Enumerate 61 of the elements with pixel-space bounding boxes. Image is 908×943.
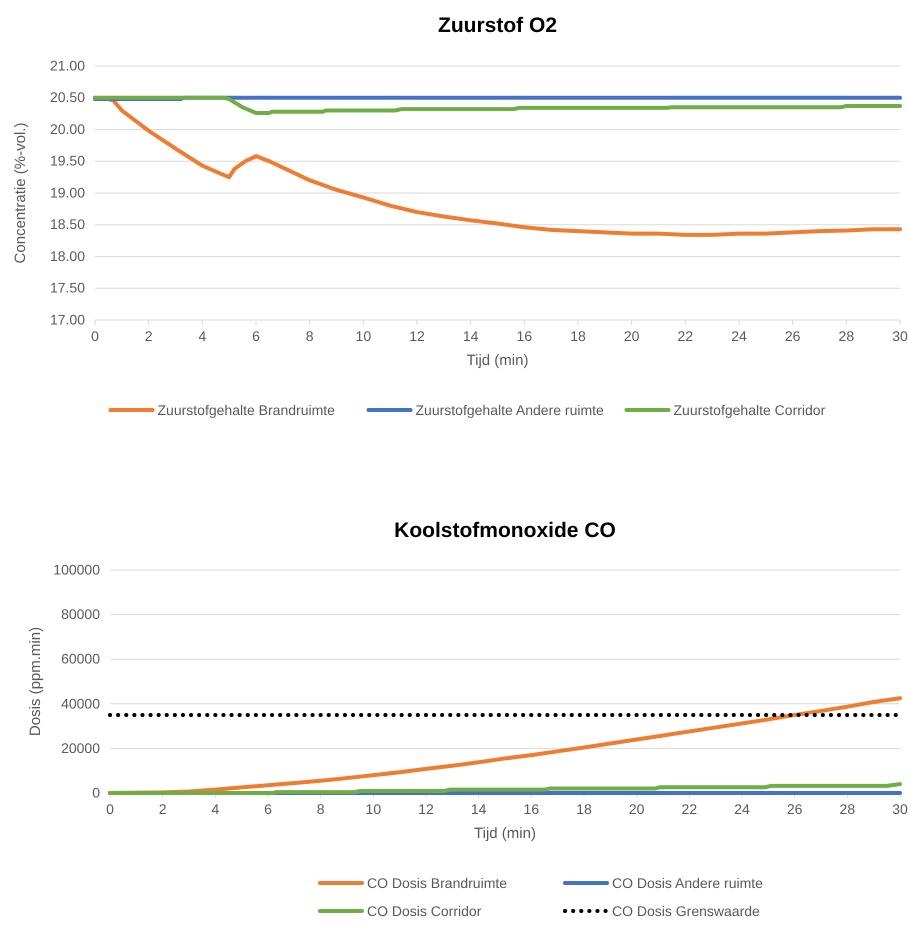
x-tick-label: 6	[252, 328, 260, 344]
x-tick-label: 8	[306, 328, 314, 344]
x-tick-label: 24	[734, 800, 750, 817]
x-tick-label: 14	[470, 800, 487, 817]
y-tick-label: 17.50	[50, 280, 86, 296]
x-tick-label: 24	[731, 328, 747, 344]
y-tick-label: 100000	[53, 561, 100, 578]
x-tick-label: 10	[366, 800, 382, 817]
x-tick-label: 10	[356, 328, 372, 344]
x-tick-label: 30	[892, 328, 908, 344]
x-tick-label: 22	[678, 328, 694, 344]
x-tick-label: 0	[106, 800, 114, 817]
x-tick-label: 4	[198, 328, 206, 344]
y-axis-title: Dosis (ppm.min)	[27, 626, 44, 736]
legend-label: Zuurstofgehalte Corridor	[674, 402, 826, 418]
y-tick-label: 60000	[61, 650, 100, 667]
line-series	[93, 96, 902, 115]
y-tick-label: 17.00	[50, 311, 86, 328]
legend-label: Zuurstofgehalte Andere ruimte	[416, 402, 604, 418]
x-tick-label: 18	[576, 800, 592, 817]
legend-label: CO Dosis Grenswaarde	[612, 903, 760, 919]
x-tick-label: 28	[838, 328, 854, 344]
y-tick-label: 19.00	[50, 184, 86, 200]
y-axis-title: Concentratie (%-vol.)	[12, 122, 29, 264]
chart-title: Koolstofmonoxide CO	[394, 519, 616, 542]
x-tick-label: 16	[524, 800, 540, 817]
y-tick-label: 18.50	[50, 216, 86, 232]
y-tick-label: 20.00	[50, 120, 86, 137]
x-tick-label: 26	[786, 800, 803, 817]
x-tick-label: 30	[892, 800, 908, 817]
y-tick-label: 19.50	[50, 152, 86, 169]
x-tick-label: 16	[516, 328, 532, 344]
x-axis-title: Tijd (min)	[474, 825, 536, 842]
line-series	[108, 782, 902, 795]
x-tick-label: 26	[784, 328, 801, 344]
legend-label: Zuurstofgehalte Brandruimte	[158, 402, 336, 418]
x-tick-label: 22	[682, 800, 698, 817]
x-tick-label: 14	[462, 328, 479, 344]
x-tick-label: 20	[624, 328, 640, 344]
legend-label: CO Dosis Andere ruimte	[612, 875, 764, 891]
y-tick-label: 18.00	[50, 248, 86, 264]
x-tick-label: 20	[628, 800, 645, 817]
y-tick-label: 20000	[61, 740, 100, 756]
x-tick-label: 28	[840, 800, 856, 817]
x-tick-label: 8	[316, 800, 325, 817]
y-tick-label: 0	[92, 784, 100, 800]
y-tick-label: 80000	[61, 606, 100, 622]
y-tick-label: 21.00	[50, 57, 86, 74]
x-tick-label: 2	[158, 800, 167, 817]
legend-label: CO Dosis Brandruimte	[367, 875, 508, 891]
x-tick-label: 2	[144, 328, 153, 344]
y-tick-label: 20.50	[50, 89, 86, 106]
x-tick-label: 4	[211, 800, 220, 817]
legend-label: CO Dosis Corridor	[367, 903, 482, 919]
x-tick-label: 6	[264, 800, 272, 817]
x-tick-label: 12	[418, 800, 434, 817]
x-tick-label: 18	[570, 328, 586, 344]
x-axis-title: Tijd (min)	[466, 352, 528, 369]
x-tick-label: 12	[409, 328, 425, 344]
y-tick-label: 40000	[61, 695, 100, 712]
chart-title: Zuurstof O2	[438, 14, 557, 37]
